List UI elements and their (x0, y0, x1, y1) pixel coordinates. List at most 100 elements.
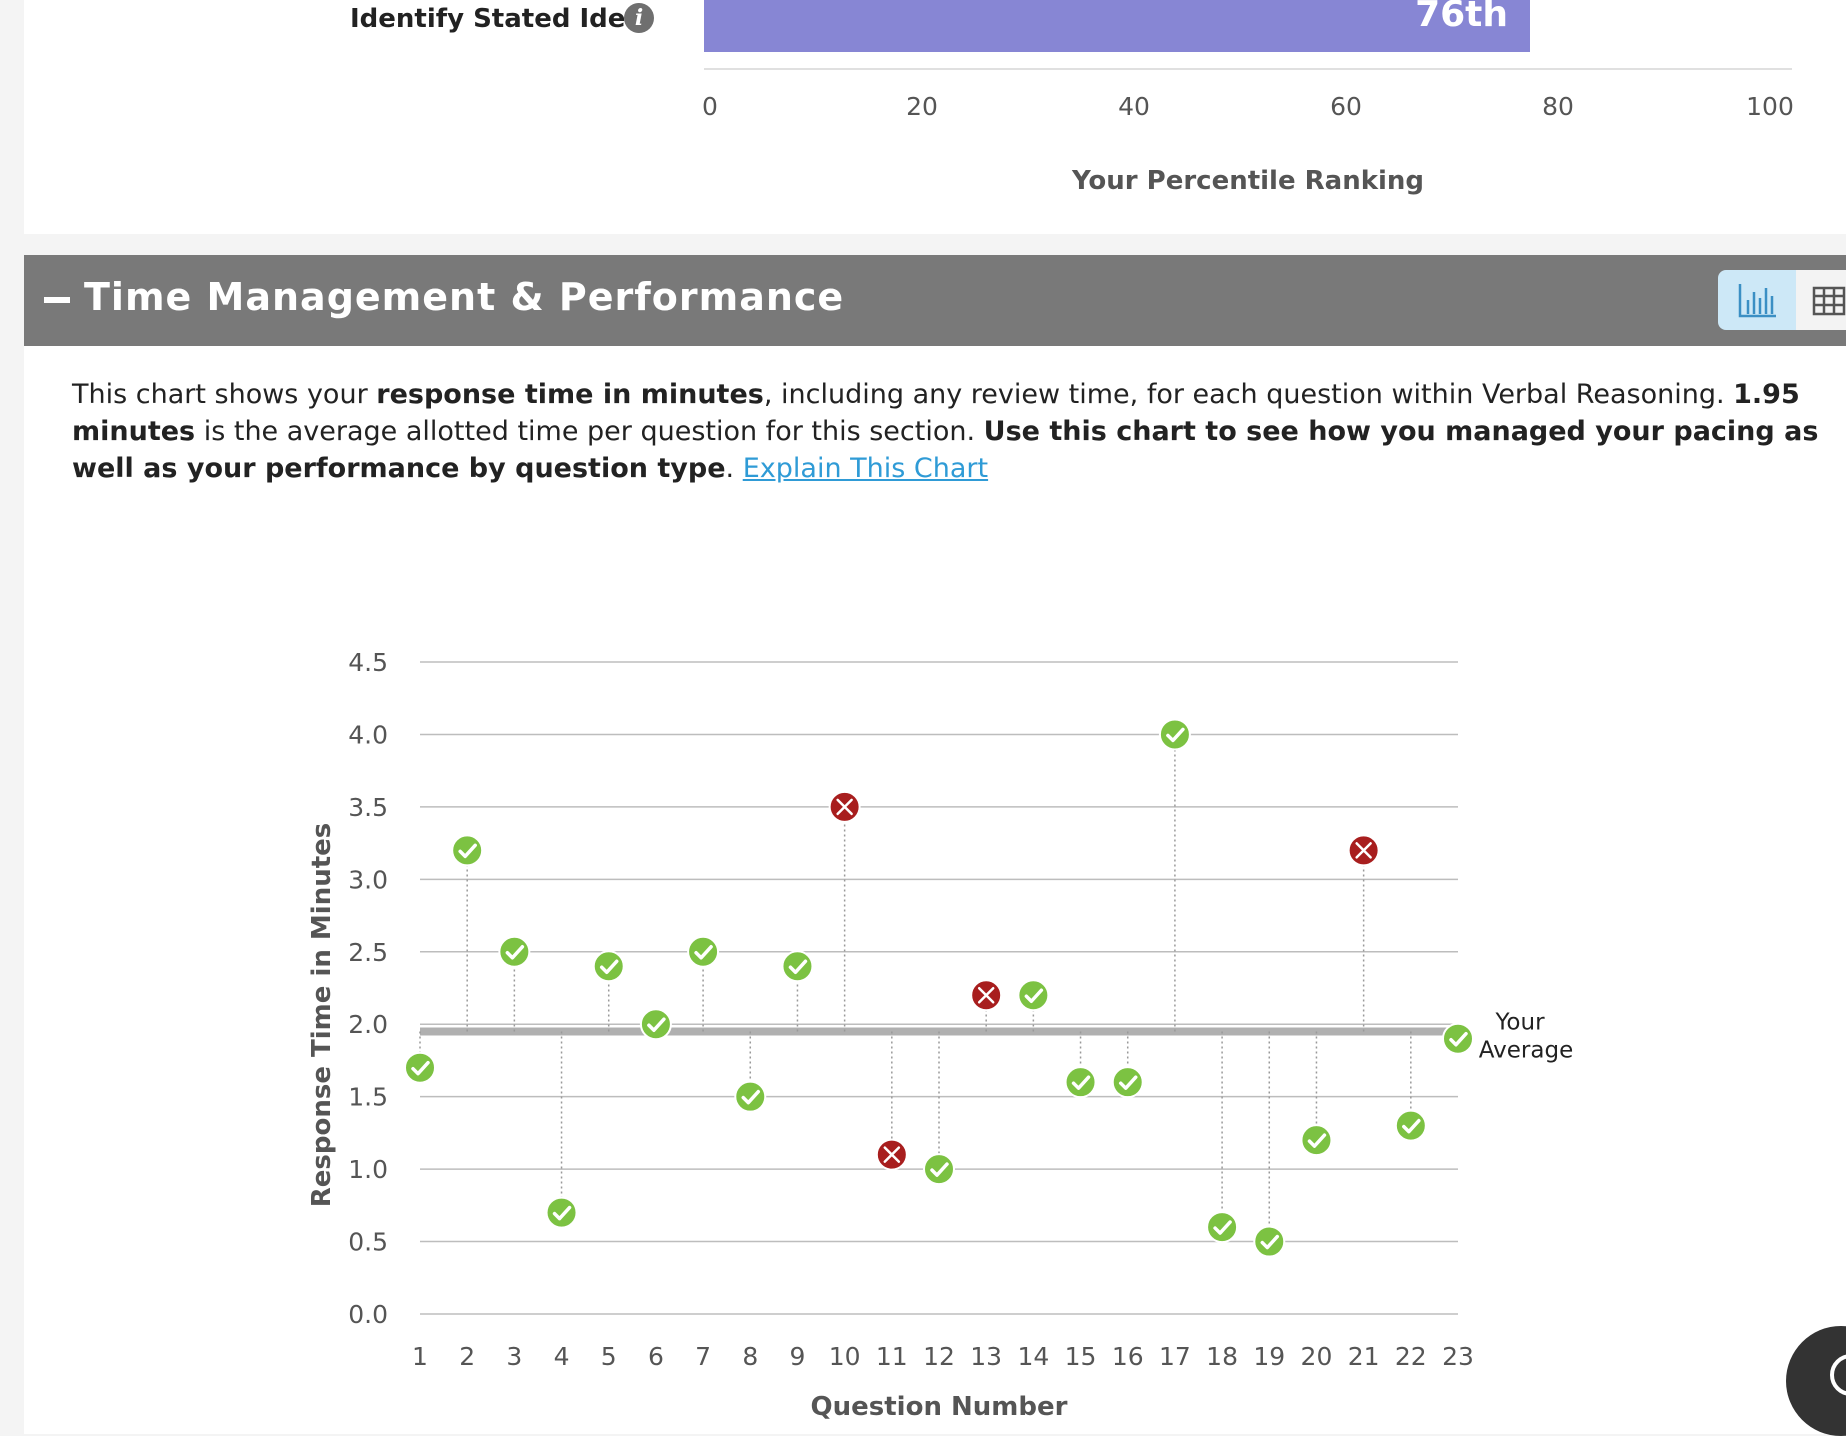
percentile-bar: 76th (704, 0, 1530, 52)
x-tick-label: 23 (1442, 1342, 1474, 1371)
x-icon (836, 798, 853, 816)
check-icon (458, 843, 477, 859)
correct-answer-marker[interactable] (451, 834, 484, 867)
x-icon (1355, 842, 1372, 859)
correct-answer-marker[interactable] (687, 935, 720, 968)
x-axis-title: Question Number (811, 1392, 1068, 1422)
correct-answer-marker[interactable] (545, 1196, 578, 1229)
y-tick-label: 0.5 (348, 1228, 388, 1257)
x-tick-label: 18 (1206, 1342, 1238, 1371)
y-tick-label: 2.5 (348, 938, 388, 967)
y-tick-label: 3.5 (348, 793, 388, 822)
bar-chart-icon (1738, 284, 1776, 318)
check-icon (741, 1089, 761, 1105)
x-tick-label: 22 (1395, 1342, 1427, 1371)
percentile-tick: 100 (1746, 92, 1794, 121)
check-icon (788, 959, 808, 975)
time-management-card (24, 255, 1846, 1434)
section-title: Time Management & Performance (84, 275, 845, 319)
y-tick-label: 2.0 (348, 1010, 388, 1039)
correct-answer-marker[interactable] (1206, 1211, 1239, 1244)
check-icon (1213, 1220, 1232, 1235)
check-icon (411, 1060, 430, 1076)
check-icon (1260, 1234, 1280, 1250)
correct-answer-marker[interactable] (1253, 1225, 1286, 1258)
incorrect-answer-marker[interactable] (970, 979, 1003, 1012)
desc-bold-2: 1.95 minutes (72, 379, 1800, 447)
desc-text-1: This chart shows your (72, 379, 377, 410)
y-tick-label: 1.0 (348, 1155, 388, 1184)
correct-answer-marker[interactable] (1158, 718, 1191, 751)
y-tick-label: 4.0 (348, 720, 388, 749)
correct-answer-marker[interactable] (1111, 1066, 1144, 1099)
table-view-button[interactable] (1796, 270, 1846, 330)
x-tick-label: 7 (695, 1342, 711, 1371)
chart-view-button[interactable] (1718, 270, 1796, 330)
percentile-tick: 20 (906, 92, 938, 121)
y-axis-title: Response Time in Minutes (307, 823, 337, 1208)
desc-text-4: . (725, 453, 743, 484)
correct-answer-marker[interactable] (1064, 1066, 1097, 1099)
check-icon (694, 945, 713, 960)
desc-bold-1: response time in minutes (376, 379, 764, 410)
x-tick-label: 10 (829, 1342, 861, 1371)
incorrect-answer-marker[interactable] (828, 790, 861, 823)
correct-answer-marker[interactable] (404, 1051, 436, 1084)
x-tick-label: 14 (1017, 1342, 1049, 1371)
correct-answer-marker[interactable] (923, 1153, 955, 1186)
percentile-tick: 80 (1542, 92, 1574, 121)
x-tick-label: 11 (876, 1342, 908, 1371)
section-header: Time Management & Performance (24, 255, 1846, 346)
y-tick-label: 1.5 (348, 1083, 388, 1112)
minus-icon[interactable] (44, 297, 70, 303)
help-icon (1830, 1354, 1846, 1396)
x-tick-label: 8 (742, 1342, 758, 1371)
correct-answer-marker[interactable] (1394, 1109, 1427, 1142)
x-tick-label: 12 (923, 1342, 955, 1371)
average-label-line2: Average (1479, 1037, 1573, 1063)
percentile-axis-line (704, 68, 1792, 70)
x-tick-label: 15 (1065, 1342, 1097, 1371)
percentile-axis-title: Your Percentile Ranking (1071, 166, 1425, 196)
x-tick-label: 16 (1112, 1342, 1144, 1371)
correct-answer-marker[interactable] (1442, 1022, 1474, 1055)
x-tick-label: 3 (506, 1342, 522, 1371)
y-tick-label: 0.0 (348, 1300, 388, 1329)
check-icon (1402, 1118, 1421, 1134)
desc-text-3: is the average allotted time per questio… (195, 416, 984, 447)
correct-answer-marker[interactable] (1300, 1124, 1333, 1157)
average-label-line1: Your (1494, 1009, 1545, 1035)
desc-text-2: , including any review time, for each qu… (763, 379, 1734, 410)
correct-answer-marker[interactable] (639, 1008, 672, 1041)
info-icon[interactable]: i (624, 3, 654, 33)
x-tick-label: 20 (1301, 1342, 1333, 1371)
check-icon (647, 1017, 666, 1032)
incorrect-answer-marker[interactable] (1347, 834, 1380, 867)
x-tick-label: 5 (601, 1342, 617, 1371)
correct-answer-marker[interactable] (498, 935, 531, 968)
chart-description: This chart shows your response time in m… (72, 376, 1840, 487)
correct-answer-marker[interactable] (1017, 979, 1050, 1012)
x-icon (883, 1146, 901, 1163)
correct-answer-marker[interactable] (734, 1080, 767, 1113)
x-tick-label: 17 (1159, 1342, 1191, 1371)
percentile-tick: 0 (702, 92, 718, 121)
incorrect-answer-marker[interactable] (875, 1138, 908, 1171)
x-tick-label: 9 (790, 1342, 806, 1371)
x-tick-label: 21 (1348, 1342, 1380, 1371)
explain-chart-link[interactable]: Explain This Chart (742, 453, 989, 484)
x-tick-label: 6 (648, 1342, 664, 1371)
correct-answer-marker[interactable] (781, 950, 814, 983)
check-icon (552, 1205, 572, 1221)
check-icon (1118, 1075, 1138, 1090)
percentile-bar-label: 76th (1415, 0, 1508, 35)
desc-bold-3: Use this chart to see how you managed yo… (72, 416, 1819, 484)
y-tick-label: 4.5 (348, 648, 388, 677)
table-icon (1812, 286, 1846, 316)
x-tick-label: 1 (412, 1342, 428, 1371)
x-tick-label: 2 (459, 1342, 475, 1371)
correct-answer-marker[interactable] (592, 950, 625, 983)
x-icon (977, 986, 995, 1004)
y-tick-label: 3.0 (348, 865, 388, 894)
